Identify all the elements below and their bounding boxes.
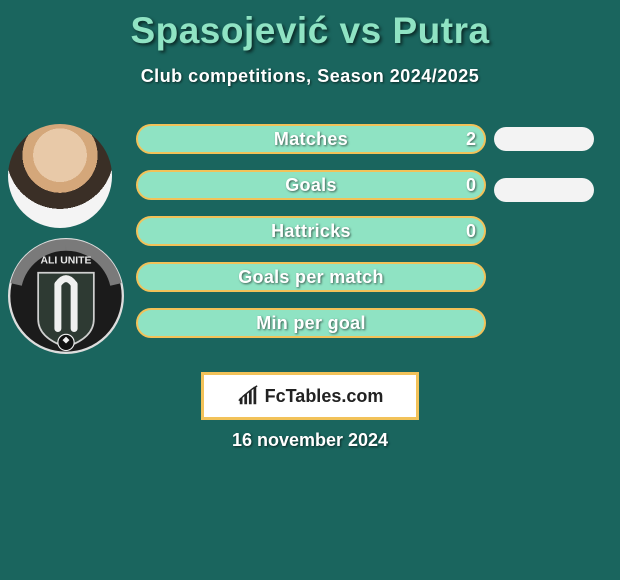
page-subtitle: Club competitions, Season 2024/2025 <box>0 66 620 87</box>
page-title: Spasojević vs Putra <box>0 10 620 52</box>
bar-value-left: 0 <box>466 170 476 200</box>
player-avatar-spasojevic <box>8 124 112 228</box>
bar-label: Goals per match <box>136 262 486 292</box>
club-badge-bali-united: ALI UNITE <box>8 238 124 354</box>
stat-bar-goals-per-match: Goals per match <box>136 262 486 292</box>
avatars-column: ALI UNITE <box>8 124 118 354</box>
bar-label: Goals <box>136 170 486 200</box>
comparison-card: Spasojević vs Putra Club competitions, S… <box>0 0 620 580</box>
svg-text:ALI UNITE: ALI UNITE <box>40 256 91 267</box>
date-line: 16 november 2024 <box>0 430 620 451</box>
right-pill <box>494 178 594 202</box>
brand-box: FcTables.com <box>201 372 419 420</box>
bar-value-left: 2 <box>466 124 476 154</box>
stat-bar-goals: Goals 0 <box>136 170 486 200</box>
bar-label: Matches <box>136 124 486 154</box>
bar-label: Min per goal <box>136 308 486 338</box>
brand-text: FcTables.com <box>265 386 384 407</box>
stat-bars: Matches 2 Goals 0 Hattricks 0 Goals per … <box>136 124 486 354</box>
brand-chart-icon <box>237 385 259 407</box>
right-pill <box>494 127 594 151</box>
stat-bar-min-per-goal: Min per goal <box>136 308 486 338</box>
bar-value-left: 0 <box>466 216 476 246</box>
stat-bar-hattricks: Hattricks 0 <box>136 216 486 246</box>
bar-label: Hattricks <box>136 216 486 246</box>
stat-bar-matches: Matches 2 <box>136 124 486 154</box>
